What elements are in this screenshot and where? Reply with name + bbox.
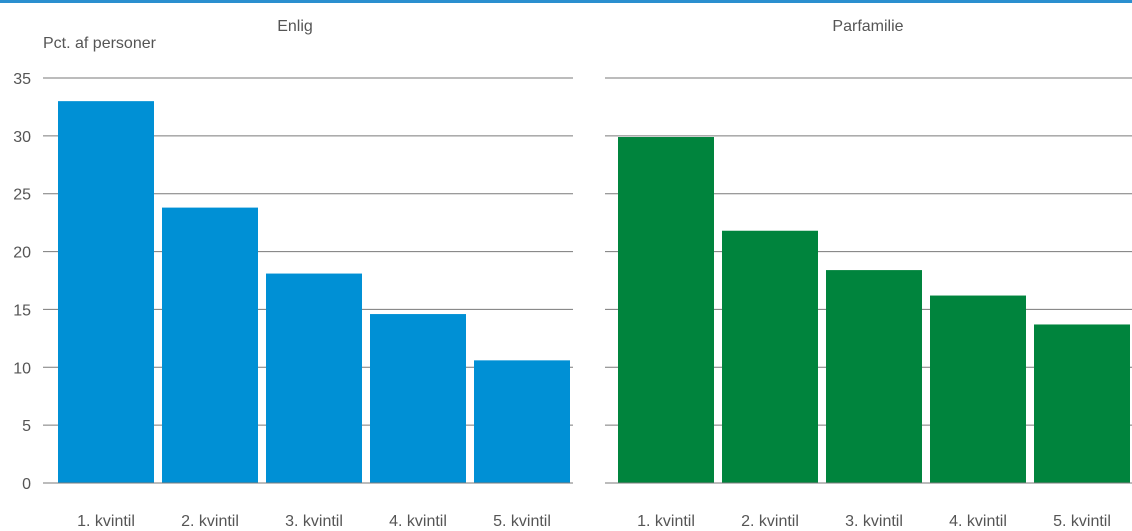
bar-enlig-2 [162,207,258,483]
y-tick-label: 15 [13,302,31,319]
bar-parfamilie-2 [722,230,818,483]
x-tick-label: 2. kvintil [741,513,799,530]
bar-enlig-4 [370,314,466,483]
top-accent-rule [0,0,1132,3]
y-axis-label: Pct. af personer [43,35,157,52]
bar-parfamilie-5 [1034,324,1130,483]
x-tick-label: 2. kvintil [181,513,239,530]
bars [58,101,1130,484]
x-tick-label: 1. kvintil [77,513,135,530]
panel-title-parfamilie: Parfamilie [832,18,903,35]
axes: 0 5 10 15 20 25 30 35 1. kvintil 2. kvintil 3. kvi… [13,71,1132,530]
y-tick-label: 10 [13,360,31,377]
x-tick-label: 4. kvintil [949,513,1007,530]
x-tick-label: 5. kvintil [493,513,551,530]
y-tick-label: 30 [13,129,31,146]
labels: Pct. af personer Enlig Parfamilie [43,18,904,52]
y-tick-label: 5 [22,418,31,435]
bar-enlig-1 [58,101,154,484]
bar-enlig-5 [474,360,570,483]
x-tick-label: 4. kvintil [389,513,447,530]
panel-title-enlig: Enlig [277,18,313,35]
y-tick-label: 0 [22,476,31,493]
x-tick-label: 3. kvintil [285,513,343,530]
x-tick-label: 1. kvintil [637,513,695,530]
y-tick-label: 35 [13,71,31,88]
bar-parfamilie-3 [826,270,922,483]
x-tick-label: 5. kvintil [1053,513,1111,530]
bar-parfamilie-1 [618,137,714,483]
bar-enlig-3 [266,273,362,483]
y-tick-label: 20 [13,245,31,262]
bar-parfamilie-4 [930,295,1026,483]
x-tick-label: 3. kvintil [845,513,903,530]
y-tick-label: 25 [13,187,31,204]
